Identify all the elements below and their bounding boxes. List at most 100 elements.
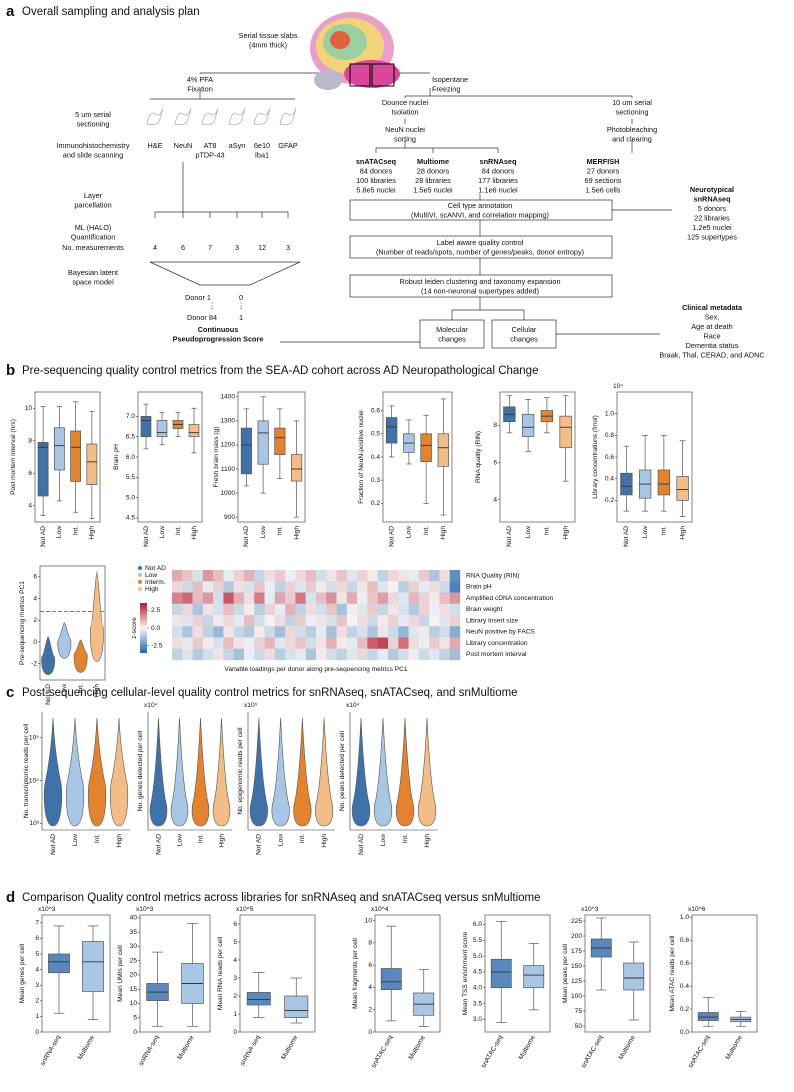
x-tick-label: Int.: [277, 526, 284, 535]
node-text: 1.5e5 nuclei: [413, 185, 453, 194]
heatmap-cell: [408, 603, 420, 616]
y-tick-label: 35: [130, 929, 138, 936]
y-tick-label: 1.0: [680, 914, 689, 921]
heatmap-cell: [326, 603, 337, 616]
heatmap-cell: [254, 592, 265, 604]
heatmap-cell: [213, 626, 224, 638]
y-tick-label: 5: [35, 951, 39, 958]
heatmap-cell: [377, 570, 389, 582]
x-tick-label: High: [94, 684, 101, 698]
heatmap-cell: [285, 626, 296, 638]
y-tick-label: 5.0: [126, 494, 135, 501]
heatmap-cell: [367, 603, 378, 616]
colorbar-label: z-score: [131, 617, 138, 639]
node-text: Label aware quality control: [437, 238, 524, 247]
heatmap-cell: [182, 648, 193, 661]
box: [559, 415, 572, 449]
x-tick-label: Low: [61, 684, 68, 696]
x-tick-label: snATAC-seq: [580, 1034, 604, 1069]
x-tick-label: Multiome: [518, 1034, 538, 1061]
heatmap-cell: [449, 615, 461, 627]
heatmap-cell: [408, 615, 420, 627]
legend-marker: [138, 587, 142, 591]
y-tick-label: 5: [133, 1014, 137, 1021]
x-tick-label: Not AD: [40, 526, 47, 547]
axis-multiplier: x10⁴: [346, 702, 360, 709]
score-bound: 1: [239, 313, 243, 322]
y-tick-label: 75: [575, 1008, 583, 1015]
heatmap-cell: [336, 581, 348, 593]
x-tick-label: High: [321, 834, 328, 848]
heatmap-cell: [233, 603, 245, 616]
y-tick-label: 0.6: [680, 960, 689, 967]
heatmap-cell: [449, 648, 461, 661]
y-tick-label: 10: [25, 405, 33, 412]
y-tick-label: 6: [28, 470, 32, 477]
box: [257, 420, 269, 465]
heatmap-cell: [346, 603, 358, 616]
node-text: ML (HALO): [75, 223, 112, 232]
y-tick-label: 1000: [220, 490, 235, 497]
x-tick-label: High: [116, 834, 123, 848]
heatmap-cell: [213, 615, 224, 627]
y-tick-label: 900: [224, 514, 235, 521]
x-tick-label: High: [218, 834, 225, 848]
heatmap-cell: [377, 648, 389, 661]
heatmap-cell: [326, 648, 337, 661]
heatmap-row-label: Library concentration: [466, 640, 528, 647]
heatmap-cell: [295, 592, 306, 604]
y-tick-label: 3: [233, 975, 237, 982]
heatmap-cell: [346, 570, 358, 582]
heatmap-cell: [336, 615, 348, 627]
y-axis-label: Brain pH: [113, 444, 120, 470]
box: [284, 995, 309, 1018]
heatmap-cell: [274, 592, 286, 604]
heatmap-cell: [316, 615, 327, 627]
heatmap-cell: [254, 615, 265, 627]
heatmap-cell: [202, 592, 214, 604]
node-text: 1.2e5 nuclei: [692, 223, 732, 232]
node-text: Robust leiden clustering and taxonomy ex…: [399, 277, 560, 286]
y-axis-label: Mean UMIs per cell: [117, 945, 124, 1002]
heatmap-cell: [295, 626, 306, 638]
y-axis-label: Pre-sequencing metrics PC1: [19, 581, 26, 665]
heatmap-cell: [429, 581, 440, 593]
y-axis-label: Fraction of NeuN-positive nuclei: [358, 410, 365, 504]
plot-frame: [374, 914, 441, 1033]
node-text: and slide scanning: [63, 150, 123, 159]
heatmap-cell: [439, 581, 450, 593]
x-tick-label: snRNA-seq: [138, 1034, 161, 1067]
axis-multiplier: x10^5: [236, 906, 254, 913]
plot-frame: [239, 914, 316, 1033]
heatmap-cell: [336, 626, 348, 638]
y-axis-label: Fresh brain mass (g): [213, 427, 220, 488]
plot-frame: [484, 914, 551, 1033]
heatmap-cell: [398, 648, 409, 661]
y-tick-label: 5.0: [473, 953, 482, 960]
node-text: 84 donors: [360, 166, 393, 175]
violin: [351, 717, 371, 827]
heatmap-cell: [336, 637, 348, 649]
node-text: Molecular: [436, 325, 468, 334]
node-text: Sex,: [705, 312, 720, 321]
heatmap-row-label: RNA Quality (RIN): [466, 572, 520, 579]
y-tick-label: 6: [35, 935, 39, 942]
heatmap-cell: [192, 626, 204, 638]
y-tick-label: 20: [130, 972, 138, 979]
measurement-count: 7: [208, 243, 212, 252]
heatmap-cell: [213, 603, 224, 616]
node-title: Clinical metadata: [682, 303, 743, 312]
y-tick-label: 10⁴: [29, 777, 39, 784]
heatmap-cell: [202, 637, 214, 649]
y-tick-label: 4: [35, 966, 39, 973]
y-tick-label: 0.2: [371, 500, 380, 507]
heatmap-cell: [357, 570, 368, 582]
measurement-count: 12: [258, 243, 266, 252]
heatmap-cell: [357, 592, 368, 604]
heatmap-cell: [326, 581, 337, 593]
heatmap-cell: [295, 570, 306, 582]
heatmap-cell: [285, 615, 296, 627]
violin: [89, 571, 104, 662]
heatmap-cell: [264, 592, 276, 604]
heatmap-cell: [398, 592, 409, 604]
